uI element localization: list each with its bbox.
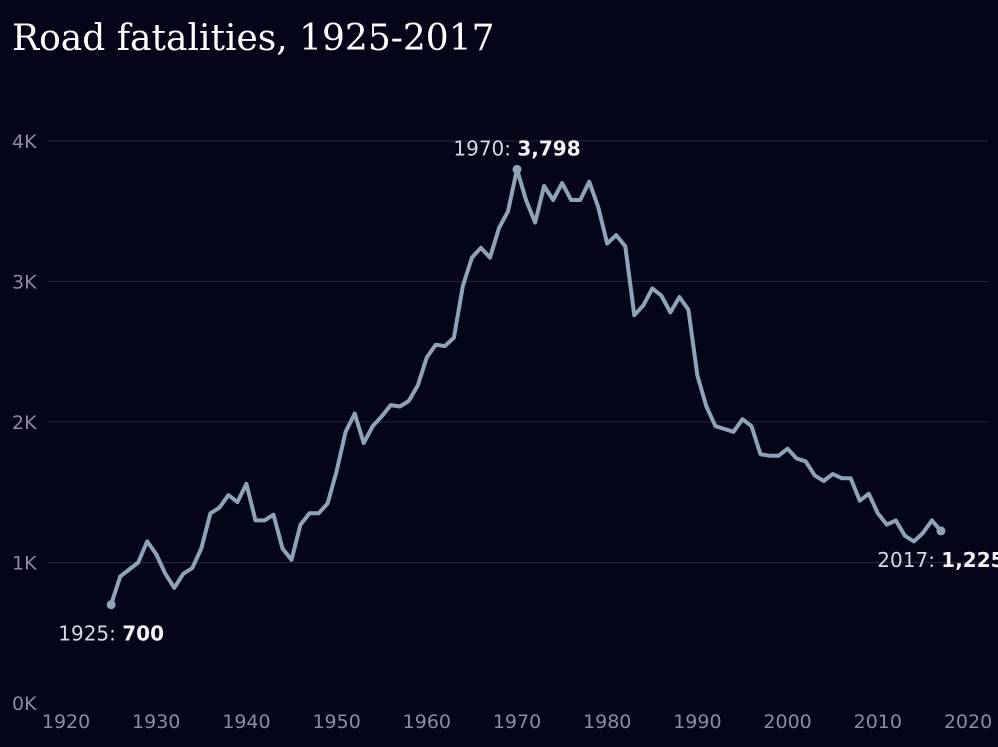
x-tick-label: 1970 [493, 711, 541, 733]
x-tick-label: 1960 [403, 711, 451, 733]
gridlines [48, 140, 988, 563]
y-tick-label: 4K [12, 131, 37, 153]
annotated-point-1925 [106, 600, 116, 610]
annotation-value: 3,798 [517, 136, 580, 160]
annotated-point-1970 [512, 164, 522, 174]
y-tick-label: 0K [12, 693, 37, 715]
x-tick-label: 1920 [42, 711, 90, 733]
y-tick-label: 3K [12, 272, 37, 294]
annotation-year: 1970: [453, 136, 517, 160]
y-axis-ticks: 0K 1K 2K 3K 4K [12, 131, 37, 715]
y-tick-label: 2K [12, 412, 37, 434]
series-line [109, 167, 943, 607]
x-tick-label: 1940 [222, 711, 270, 733]
chart-title: Road fatalities, 1925-2017 [12, 18, 495, 59]
x-tick-label: 2010 [854, 711, 902, 733]
annotation-2017: 2017: 1,225 [877, 548, 998, 572]
x-tick-label: 1930 [132, 711, 180, 733]
annotations: 1925: 700 1970: 3,798 2017: 1,225 [58, 136, 998, 645]
y-tick-label: 1K [12, 553, 37, 575]
x-tick-label: 1950 [312, 711, 360, 733]
annotated-point-2017 [936, 526, 946, 536]
annotation-year: 2017: [877, 548, 941, 572]
annotation-value: 1,225 [941, 548, 998, 572]
x-axis-ticks: 1920 1930 1940 1950 1960 1970 1980 1990 2000 2010… [42, 711, 992, 733]
x-tick-label: 1980 [583, 711, 631, 733]
annotation-year: 1925: [58, 622, 122, 646]
x-tick-label: 2000 [763, 711, 811, 733]
annotation-1925: 1925: 700 [58, 622, 164, 646]
x-tick-label: 1990 [673, 711, 721, 733]
annotation-value: 700 [122, 622, 164, 646]
x-tick-label: 2020 [944, 711, 992, 733]
annotated-points [106, 164, 946, 610]
annotation-1970: 1970: 3,798 [453, 136, 580, 160]
